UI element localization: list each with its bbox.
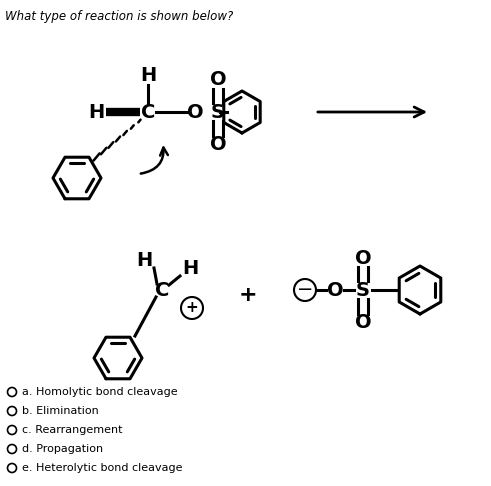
Text: c. Rearrangement: c. Rearrangement [22,425,122,435]
Text: C: C [141,103,155,122]
Text: O: O [210,136,226,155]
Text: +: + [186,300,198,315]
Text: H: H [182,259,198,278]
Text: O: O [210,70,226,89]
Text: O: O [327,280,343,299]
Text: H: H [140,67,156,86]
Text: −: − [297,280,313,299]
Text: S: S [211,103,225,122]
Text: C: C [155,280,169,299]
Text: b. Elimination: b. Elimination [22,406,99,416]
Text: d. Propagation: d. Propagation [22,444,103,454]
Text: What type of reaction is shown below?: What type of reaction is shown below? [5,10,233,23]
Text: O: O [187,103,203,122]
Text: H: H [136,250,152,270]
Text: e. Heterolytic bond cleavage: e. Heterolytic bond cleavage [22,463,183,473]
Text: O: O [355,248,371,267]
Text: +: + [239,285,257,305]
Text: O: O [355,313,371,332]
Text: S: S [356,280,370,299]
Text: H: H [88,103,104,122]
Text: a. Homolytic bond cleavage: a. Homolytic bond cleavage [22,387,178,397]
